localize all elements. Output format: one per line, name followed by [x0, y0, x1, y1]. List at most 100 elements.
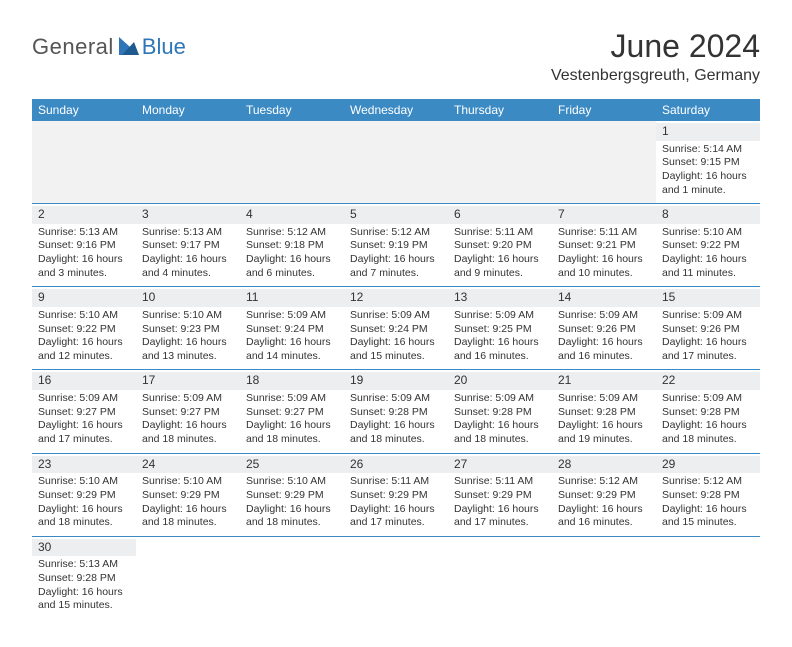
day-sunrise: Sunrise: 5:13 AM: [38, 226, 130, 240]
day-number: 5: [344, 206, 448, 224]
calendar-day-cell: 2Sunrise: 5:13 AMSunset: 9:16 PMDaylight…: [32, 204, 136, 287]
title-block: June 2024 Vestenbergsgreuth, Germany: [551, 28, 760, 85]
day-sunset: Sunset: 9:17 PM: [142, 239, 234, 253]
calendar-day-cell: 17Sunrise: 5:09 AMSunset: 9:27 PMDayligh…: [136, 370, 240, 453]
calendar-day-cell: 21Sunrise: 5:09 AMSunset: 9:28 PMDayligh…: [552, 370, 656, 453]
calendar-day-cell: 16Sunrise: 5:09 AMSunset: 9:27 PMDayligh…: [32, 370, 136, 453]
day-sunset: Sunset: 9:25 PM: [454, 323, 546, 337]
day-sunset: Sunset: 9:15 PM: [662, 156, 754, 170]
logo-text-blue: Blue: [142, 34, 186, 60]
day-daylight: Daylight: 16 hours and 18 minutes.: [246, 419, 338, 446]
calendar-day-cell: 13Sunrise: 5:09 AMSunset: 9:25 PMDayligh…: [448, 287, 552, 370]
day-number: 17: [136, 372, 240, 390]
weekday-header: Wednesday: [344, 99, 448, 121]
calendar-day-cell: 8Sunrise: 5:10 AMSunset: 9:22 PMDaylight…: [656, 204, 760, 287]
day-sunset: Sunset: 9:28 PM: [454, 406, 546, 420]
calendar-page: General Blue June 2024 Vestenbergsgreuth…: [0, 0, 792, 647]
day-sunset: Sunset: 9:22 PM: [38, 323, 130, 337]
day-sunset: Sunset: 9:24 PM: [350, 323, 442, 337]
day-sunset: Sunset: 9:29 PM: [350, 489, 442, 503]
day-number: 3: [136, 206, 240, 224]
day-sunset: Sunset: 9:28 PM: [662, 406, 754, 420]
day-sunrise: Sunrise: 5:09 AM: [350, 392, 442, 406]
day-number: 19: [344, 372, 448, 390]
day-daylight: Daylight: 16 hours and 18 minutes.: [38, 503, 130, 530]
day-daylight: Daylight: 16 hours and 4 minutes.: [142, 253, 234, 280]
weekday-header: Tuesday: [240, 99, 344, 121]
weekday-header: Sunday: [32, 99, 136, 121]
day-sunrise: Sunrise: 5:13 AM: [142, 226, 234, 240]
calendar-day-cell: 11Sunrise: 5:09 AMSunset: 9:24 PMDayligh…: [240, 287, 344, 370]
day-sunset: Sunset: 9:29 PM: [38, 489, 130, 503]
day-number: 6: [448, 206, 552, 224]
calendar-empty-cell: [448, 121, 552, 204]
logo-text-general: General: [32, 34, 114, 60]
day-sunset: Sunset: 9:22 PM: [662, 239, 754, 253]
day-sunrise: Sunrise: 5:12 AM: [662, 475, 754, 489]
day-sunset: Sunset: 9:19 PM: [350, 239, 442, 253]
calendar-day-cell: 29Sunrise: 5:12 AMSunset: 9:28 PMDayligh…: [656, 453, 760, 536]
day-daylight: Daylight: 16 hours and 15 minutes.: [38, 586, 130, 613]
day-daylight: Daylight: 16 hours and 18 minutes.: [350, 419, 442, 446]
day-sunrise: Sunrise: 5:09 AM: [558, 309, 650, 323]
day-daylight: Daylight: 16 hours and 9 minutes.: [454, 253, 546, 280]
calendar-day-cell: 25Sunrise: 5:10 AMSunset: 9:29 PMDayligh…: [240, 453, 344, 536]
day-daylight: Daylight: 16 hours and 15 minutes.: [662, 503, 754, 530]
day-daylight: Daylight: 16 hours and 16 minutes.: [558, 503, 650, 530]
calendar-day-cell: 27Sunrise: 5:11 AMSunset: 9:29 PMDayligh…: [448, 453, 552, 536]
calendar-empty-cell: [344, 536, 448, 619]
day-daylight: Daylight: 16 hours and 10 minutes.: [558, 253, 650, 280]
day-daylight: Daylight: 16 hours and 15 minutes.: [350, 336, 442, 363]
calendar-day-cell: 3 Sunrise: 5:13 AMSunset: 9:17 PMDaylight…: [136, 204, 240, 287]
calendar-empty-cell: [656, 536, 760, 619]
day-sunset: Sunset: 9:28 PM: [558, 406, 650, 420]
day-number: 18: [240, 372, 344, 390]
day-sunset: Sunset: 9:29 PM: [246, 489, 338, 503]
calendar-day-cell: 18 Sunrise: 5:09 AMSunset: 9:27 PMDayligh…: [240, 370, 344, 453]
day-sunrise: Sunrise: 5:09 AM: [246, 392, 338, 406]
calendar-empty-cell: [344, 121, 448, 204]
day-daylight: Daylight: 16 hours and 18 minutes.: [142, 503, 234, 530]
day-sunrise: Sunrise: 5:09 AM: [246, 309, 338, 323]
day-sunset: Sunset: 9:27 PM: [142, 406, 234, 420]
calendar-day-cell: 23Sunrise: 5:10 AMSunset: 9:29 PMDayligh…: [32, 453, 136, 536]
day-number: 21: [552, 372, 656, 390]
day-number: 14: [552, 289, 656, 307]
page-header: General Blue June 2024 Vestenbergsgreuth…: [32, 28, 760, 85]
day-daylight: Daylight: 16 hours and 12 minutes.: [38, 336, 130, 363]
calendar-day-cell: 28Sunrise: 5:12 AMSunset: 9:29 PMDayligh…: [552, 453, 656, 536]
calendar-week-row: 1Sunrise: 5:14 AMSunset: 9:15 PMDaylight…: [32, 121, 760, 204]
day-sunrise: Sunrise: 5:12 AM: [246, 226, 338, 240]
calendar-day-cell: 19 Sunrise: 5:09 AMSunset: 9:28 PMDayligh…: [344, 370, 448, 453]
day-sunset: Sunset: 9:29 PM: [454, 489, 546, 503]
day-daylight: Daylight: 16 hours and 18 minutes.: [454, 419, 546, 446]
logo: General Blue: [32, 34, 186, 60]
day-sunset: Sunset: 9:28 PM: [350, 406, 442, 420]
day-sunrise: Sunrise: 5:12 AM: [558, 475, 650, 489]
day-sunset: Sunset: 9:20 PM: [454, 239, 546, 253]
weekday-header: Saturday: [656, 99, 760, 121]
day-number: 10: [136, 289, 240, 307]
day-daylight: Daylight: 16 hours and 18 minutes.: [662, 419, 754, 446]
day-number: 24: [136, 456, 240, 474]
logo-sail-icon: [118, 37, 140, 55]
calendar-empty-cell: [448, 536, 552, 619]
day-sunset: Sunset: 9:18 PM: [246, 239, 338, 253]
day-sunrise: Sunrise: 5:10 AM: [38, 309, 130, 323]
day-sunrise: Sunrise: 5:11 AM: [454, 475, 546, 489]
calendar-empty-cell: [136, 536, 240, 619]
day-daylight: Daylight: 16 hours and 17 minutes.: [454, 503, 546, 530]
day-number: 11: [240, 289, 344, 307]
day-sunrise: Sunrise: 5:10 AM: [38, 475, 130, 489]
day-sunset: Sunset: 9:27 PM: [246, 406, 338, 420]
calendar-week-row: 2Sunrise: 5:13 AMSunset: 9:16 PMDaylight…: [32, 204, 760, 287]
day-number: 28: [552, 456, 656, 474]
calendar-day-cell: 10Sunrise: 5:10 AMSunset: 9:23 PMDayligh…: [136, 287, 240, 370]
day-number: 22: [656, 372, 760, 390]
calendar-week-row: 23Sunrise: 5:10 AMSunset: 9:29 PMDayligh…: [32, 453, 760, 536]
day-sunrise: Sunrise: 5:11 AM: [350, 475, 442, 489]
calendar-week-row: 30Sunrise: 5:13 AMSunset: 9:28 PMDayligh…: [32, 536, 760, 619]
day-sunrise: Sunrise: 5:09 AM: [662, 309, 754, 323]
day-sunrise: Sunrise: 5:10 AM: [246, 475, 338, 489]
day-number: 4: [240, 206, 344, 224]
